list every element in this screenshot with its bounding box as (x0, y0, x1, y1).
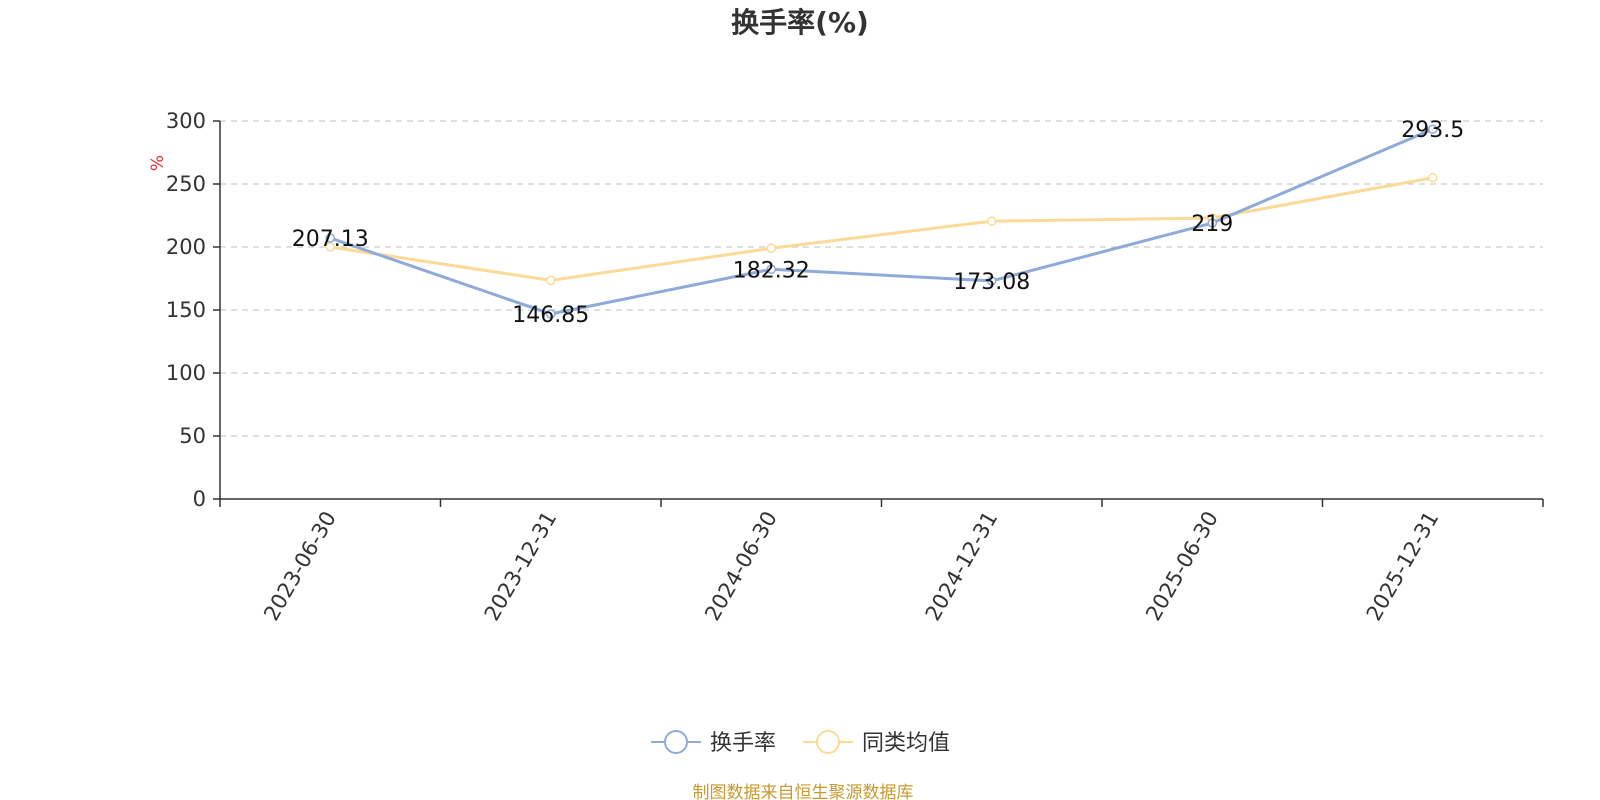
data-point (766, 264, 776, 275)
data-point (546, 275, 556, 286)
data-label: 173.08 (953, 270, 1030, 295)
legend-marker (664, 730, 688, 754)
data-point (766, 243, 776, 254)
x-tick-label: 2025-06-30 (1141, 507, 1223, 625)
series-lines (325, 124, 1438, 319)
data-label: 146.85 (512, 303, 589, 328)
data-point (1207, 218, 1217, 228)
grid-lines (220, 120, 1543, 437)
y-tick-label: 150 (166, 298, 206, 322)
data-point (1428, 124, 1438, 134)
data-label: 219 (1191, 212, 1233, 237)
x-tick-label: 2025-12-31 (1362, 507, 1444, 625)
x-tick-label: 2024-06-30 (700, 507, 782, 625)
legend-label: 同类均值 (862, 731, 950, 756)
legend-label: 换手率 (710, 731, 776, 756)
series-line-0 (329, 127, 1434, 316)
legend-item-0[interactable]: 换手率 (651, 730, 776, 756)
data-label: 293.5 (1401, 118, 1464, 143)
data-labels: 207.13 146.85 182.32 173.08 219 293.5 (292, 118, 1464, 328)
chart-title: 换手率(%) (731, 6, 869, 39)
data-label: 207.13 (292, 227, 369, 252)
y-tick-label: 250 (166, 172, 206, 196)
data-point (546, 309, 556, 319)
y-tick-label: 50 (179, 424, 206, 448)
x-ticks: 2023-06-30 2023-12-31 2024-06-30 2024-12-31… (219, 499, 1544, 625)
data-point (987, 276, 997, 286)
x-tick-label: 2023-06-30 (259, 507, 341, 625)
y-ticks: 0 50 100 150 200 250 300 (166, 109, 220, 511)
legend-marker (816, 730, 840, 754)
data-point (987, 216, 997, 226)
data-point (1428, 172, 1438, 183)
legend: 换手率 同类均值 (651, 730, 950, 756)
y-axis-unit: % (148, 155, 168, 171)
y-tick-label: 300 (166, 109, 206, 133)
y-tick-label: 200 (166, 235, 206, 259)
data-point (325, 233, 335, 243)
legend-item-1[interactable]: 同类均值 (803, 730, 950, 756)
data-label: 182.32 (733, 258, 810, 283)
data-point (325, 242, 335, 252)
series-line-1 (330, 176, 1434, 282)
y-tick-label: 0 (193, 487, 206, 511)
x-tick-label: 2023-12-31 (480, 507, 562, 625)
source-note: 制图数据来自恒生聚源数据库 (693, 783, 914, 800)
y-tick-label: 100 (166, 361, 206, 385)
x-tick-label: 2024-12-31 (921, 507, 1003, 625)
